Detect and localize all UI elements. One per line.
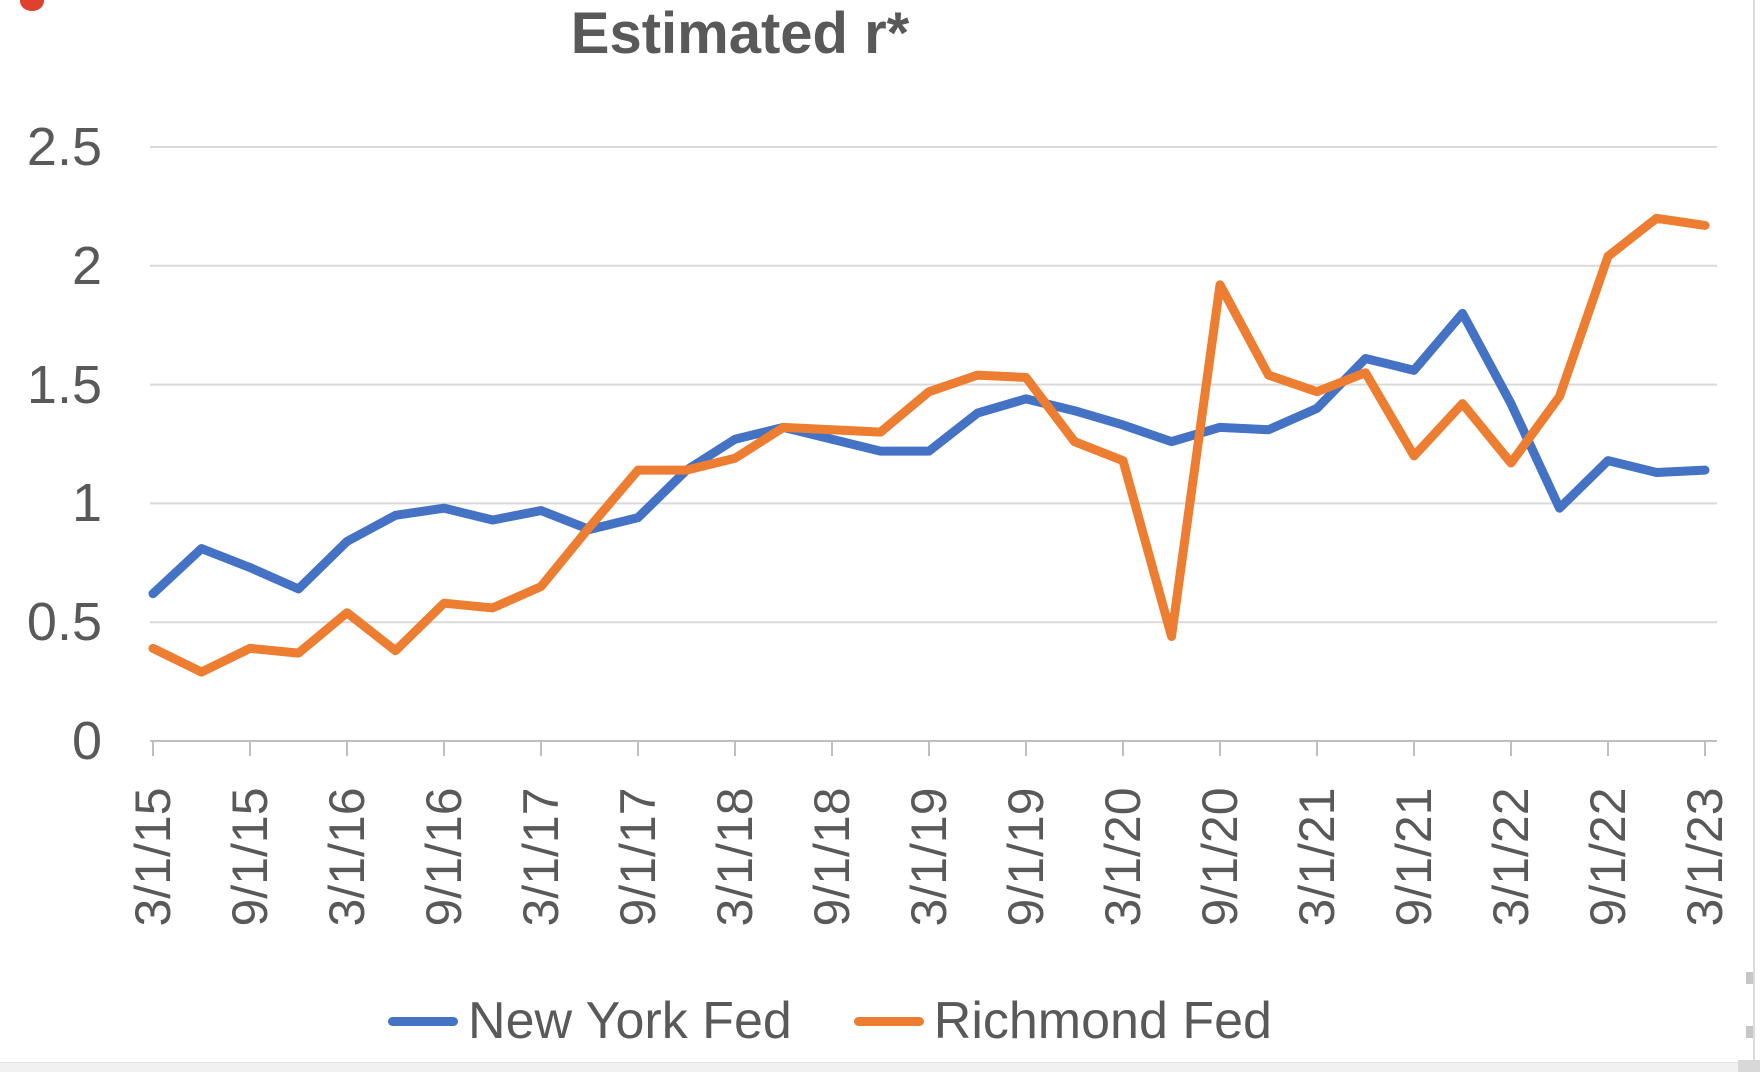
y-tick-label: 2 xyxy=(71,235,102,296)
series-lines xyxy=(148,213,1710,677)
chart-title: Estimated r* xyxy=(570,1,910,66)
scrollbar-mark[interactable] xyxy=(1746,972,1753,984)
y-tick-label: 0 xyxy=(71,711,102,771)
line-richmond-fed xyxy=(148,213,1710,677)
x-tick-label: 3/1/22 xyxy=(1483,787,1539,927)
x-tick-label: 9/1/17 xyxy=(610,787,666,927)
scrollbar-corner xyxy=(1738,1060,1760,1072)
x-axis-line xyxy=(150,740,1717,756)
y-tick-label: 1 xyxy=(71,473,102,534)
legend: New York Fed Richmond Fed xyxy=(0,986,1660,1056)
y-tick-label: 0.5 xyxy=(26,592,102,653)
line-new-york-fed xyxy=(148,308,1710,599)
y-tick-label: 2.5 xyxy=(26,117,102,177)
bottom-scrollbar-track[interactable] xyxy=(0,1062,1760,1072)
x-tick-label: 9/1/18 xyxy=(804,787,860,927)
x-tick-label: 9/1/22 xyxy=(1580,787,1636,927)
x-tick-label: 9/1/20 xyxy=(1192,787,1248,927)
x-tick-label: 9/1/21 xyxy=(1386,787,1442,927)
legend-item-new-york-fed: New York Fed xyxy=(388,995,792,1047)
legend-item-richmond-fed: Richmond Fed xyxy=(853,992,1272,1050)
x-tick-label: 3/1/15 xyxy=(125,787,181,927)
x-tick-label: 9/1/19 xyxy=(998,787,1054,927)
x-tick-label: 3/1/17 xyxy=(513,787,569,927)
line-swatch-icon xyxy=(388,1016,459,1026)
x-tick-label: 3/1/23 xyxy=(1677,787,1733,927)
x-tick-label: 3/1/19 xyxy=(901,787,957,927)
x-tick-label: 3/1/21 xyxy=(1289,787,1345,927)
gridlines xyxy=(150,146,1717,624)
x-tick-label: 3/1/16 xyxy=(319,787,375,927)
y-tick-label: 1.5 xyxy=(26,354,102,415)
line-swatch-icon xyxy=(853,1016,924,1026)
x-tick-label: 9/1/15 xyxy=(222,787,278,927)
scrollbar-mark[interactable] xyxy=(1746,1026,1753,1038)
legend-label: Richmond Fed xyxy=(933,992,1272,1050)
x-tick-label: 9/1/16 xyxy=(416,787,472,927)
x-tick-label: 3/1/20 xyxy=(1095,787,1151,927)
recording-dot-icon xyxy=(20,0,44,11)
legend-label: New York Fed xyxy=(468,992,792,1050)
x-tick-label: 3/1/18 xyxy=(707,787,763,927)
right-scrollbar-edge[interactable] xyxy=(1753,0,1755,1072)
